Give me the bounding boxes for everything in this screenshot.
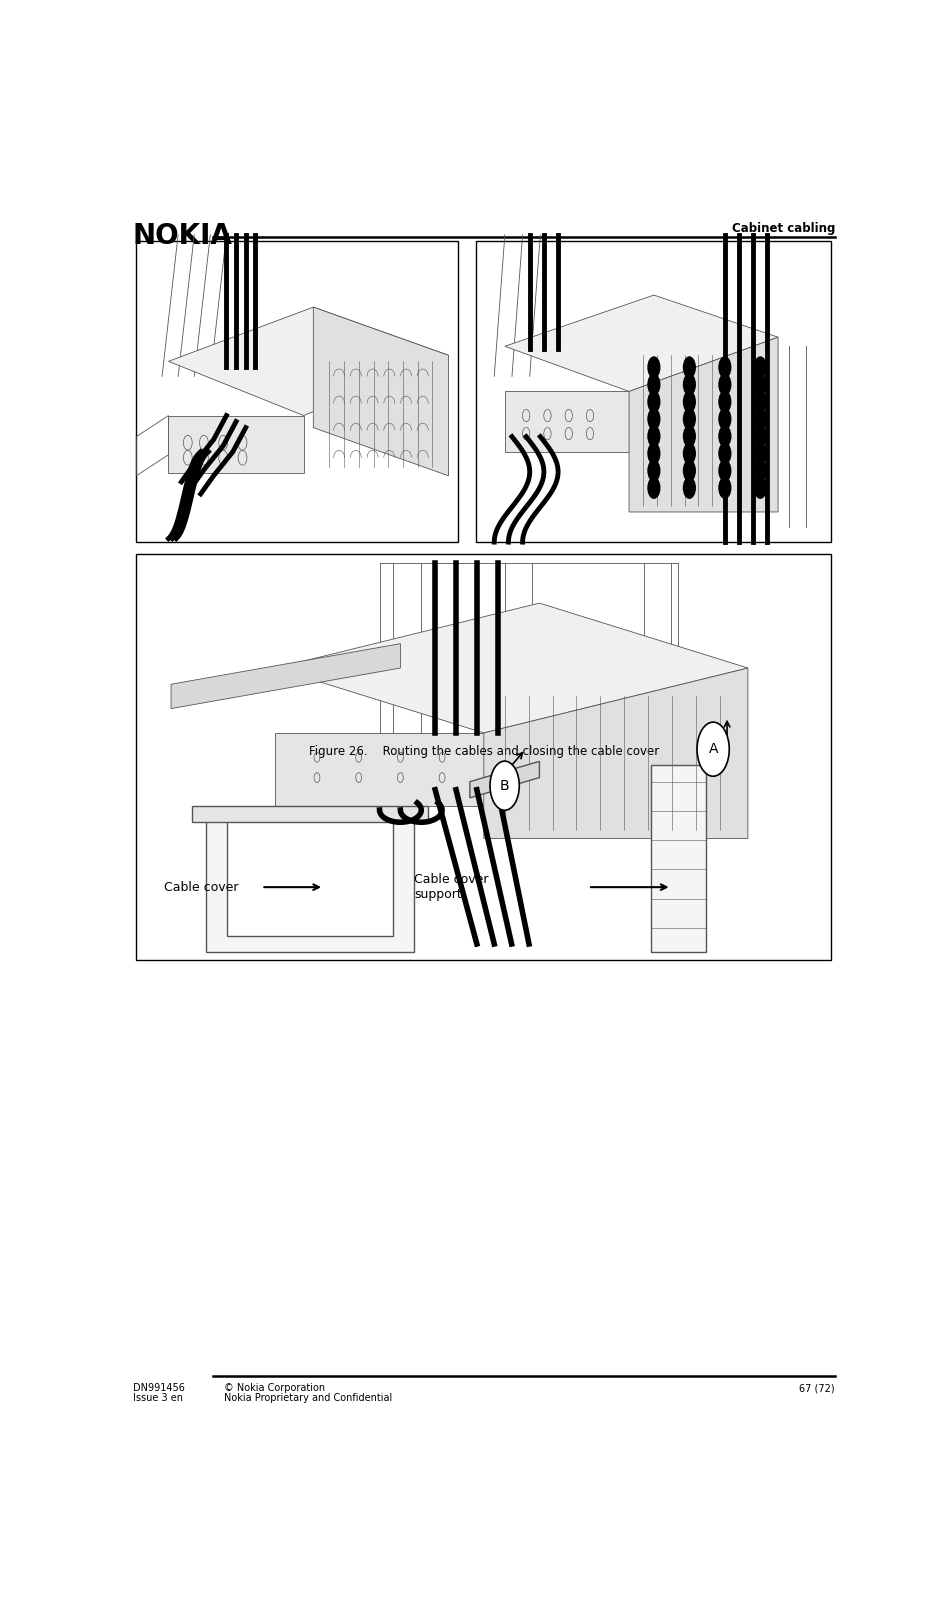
- Polygon shape: [313, 307, 448, 476]
- Circle shape: [753, 442, 767, 465]
- Circle shape: [753, 478, 767, 498]
- Text: Issue 3 en: Issue 3 en: [132, 1393, 182, 1404]
- Polygon shape: [470, 762, 539, 798]
- Ellipse shape: [490, 762, 519, 810]
- Circle shape: [718, 356, 732, 378]
- Circle shape: [753, 425, 767, 447]
- Polygon shape: [276, 604, 748, 733]
- Circle shape: [683, 356, 696, 378]
- Polygon shape: [168, 415, 304, 473]
- Circle shape: [718, 407, 732, 430]
- Circle shape: [718, 425, 732, 447]
- Circle shape: [718, 442, 732, 465]
- Circle shape: [753, 374, 767, 396]
- Bar: [136, 554, 832, 960]
- Circle shape: [648, 374, 661, 396]
- Circle shape: [683, 442, 696, 465]
- Circle shape: [648, 460, 661, 482]
- Polygon shape: [650, 765, 706, 952]
- Circle shape: [648, 425, 661, 447]
- Circle shape: [648, 356, 661, 378]
- Polygon shape: [505, 391, 629, 452]
- Polygon shape: [206, 818, 414, 952]
- Polygon shape: [192, 806, 429, 822]
- Polygon shape: [505, 295, 778, 391]
- Text: NOKIA: NOKIA: [132, 222, 232, 251]
- Circle shape: [718, 460, 732, 482]
- Polygon shape: [276, 733, 483, 806]
- Text: Cabinet cabling: Cabinet cabling: [732, 222, 834, 235]
- Circle shape: [648, 442, 661, 465]
- Polygon shape: [171, 644, 400, 709]
- Circle shape: [648, 407, 661, 430]
- Text: A: A: [708, 743, 717, 757]
- Circle shape: [718, 478, 732, 498]
- Bar: [477, 241, 832, 541]
- Circle shape: [753, 407, 767, 430]
- Circle shape: [718, 391, 732, 414]
- Bar: [136, 241, 458, 541]
- Circle shape: [718, 374, 732, 396]
- Circle shape: [683, 425, 696, 447]
- Circle shape: [683, 407, 696, 430]
- Text: Nokia Proprietary and Confidential: Nokia Proprietary and Confidential: [224, 1393, 393, 1404]
- Circle shape: [753, 460, 767, 482]
- Circle shape: [648, 391, 661, 414]
- Polygon shape: [483, 668, 748, 838]
- Circle shape: [648, 478, 661, 498]
- Text: © Nokia Corporation: © Nokia Corporation: [224, 1383, 325, 1393]
- Text: B: B: [499, 779, 510, 792]
- Circle shape: [683, 478, 696, 498]
- Circle shape: [753, 391, 767, 414]
- Circle shape: [753, 356, 767, 378]
- Text: Figure 26.    Routing the cables and closing the cable cover: Figure 26. Routing the cables and closin…: [309, 744, 659, 757]
- Circle shape: [683, 460, 696, 482]
- Ellipse shape: [697, 722, 730, 776]
- Circle shape: [683, 391, 696, 414]
- Text: DN991456: DN991456: [132, 1383, 184, 1393]
- Polygon shape: [168, 307, 448, 415]
- Circle shape: [683, 374, 696, 396]
- Polygon shape: [629, 337, 778, 513]
- Text: Cable cover: Cable cover: [164, 880, 239, 894]
- Text: Cable cover
support: Cable cover support: [414, 874, 489, 901]
- Text: 67 (72): 67 (72): [800, 1383, 834, 1393]
